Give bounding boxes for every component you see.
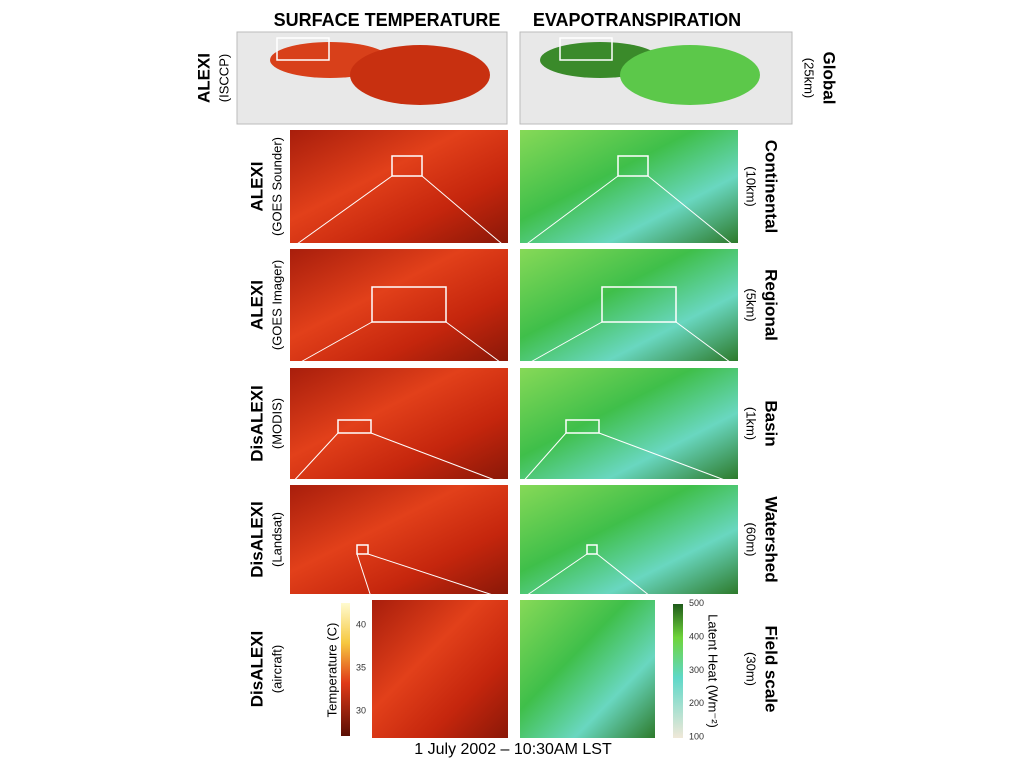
zoom-box <box>337 419 372 434</box>
zoom-line <box>519 553 588 601</box>
image-panel <box>290 368 508 479</box>
row-scale: Watershed <box>762 496 781 582</box>
row-model: ALEXI <box>194 53 213 103</box>
colorbar-tick: 200 <box>689 698 704 708</box>
row-model: DisALEXI <box>247 501 266 578</box>
row-sensor: (GOES Sounder) <box>269 137 284 236</box>
colorbar-tick: 400 <box>689 631 704 641</box>
colorbar-label: Temperature (C) <box>324 623 339 718</box>
colorbar-tick: 30 <box>356 705 366 715</box>
image-panel <box>520 368 738 479</box>
row-resolution: (5km) <box>744 288 759 321</box>
zoom-line <box>675 321 739 369</box>
row-sensor: (ISCCP) <box>216 54 231 102</box>
colorbar-tick: 35 <box>356 662 366 672</box>
zoom-box <box>617 155 649 177</box>
zoom-box <box>371 286 447 323</box>
zoom-box <box>586 544 598 555</box>
zoom-line <box>421 175 509 250</box>
zoom-line <box>289 321 373 369</box>
zoom-line <box>647 175 739 250</box>
map-land <box>620 45 760 105</box>
colorbar-tick: 300 <box>689 665 704 675</box>
row-model: ALEXI <box>247 280 266 330</box>
row-sensor: (Landsat) <box>269 512 284 567</box>
row-scale: Regional <box>762 269 781 341</box>
row-model: DisALEXI <box>247 385 266 462</box>
zoom-line <box>356 553 373 601</box>
row-scale: Field scale <box>762 626 781 713</box>
zoom-box <box>356 544 369 555</box>
row-resolution: (30m) <box>744 652 759 686</box>
colorbar-label: Latent Heat (Wm⁻²) <box>706 614 721 728</box>
zoom-line <box>598 432 739 486</box>
image-panel <box>372 600 508 738</box>
zoom-line <box>370 432 509 486</box>
colorbar-tick: 40 <box>356 619 366 629</box>
zoom-box <box>391 155 423 177</box>
zoom-line <box>367 553 509 601</box>
row-model: ALEXI <box>247 161 266 211</box>
row-sensor: (MODIS) <box>269 398 284 449</box>
colorbar-tick: 500 <box>689 598 704 608</box>
image-panel <box>520 600 655 738</box>
row-model: DisALEXI <box>247 631 266 708</box>
image-panel <box>520 485 738 594</box>
image-panel <box>520 130 738 243</box>
zoom-line <box>289 432 339 486</box>
zoom-line <box>289 175 393 250</box>
colorbar <box>341 603 350 736</box>
zoom-line <box>596 553 656 601</box>
image-panel <box>290 130 508 243</box>
zoom-line <box>519 175 619 250</box>
zoom-box <box>276 37 330 61</box>
colorbar <box>673 604 683 738</box>
colorbar-tick: 100 <box>689 731 704 741</box>
column-header: EVAPOTRANSPIRATION <box>533 10 741 30</box>
row-sensor: (aircraft) <box>269 645 284 693</box>
column-header: SURFACE TEMPERATURE <box>274 10 501 30</box>
zoom-box <box>565 419 600 434</box>
image-panel <box>520 249 738 361</box>
row-scale: Continental <box>762 140 781 234</box>
zoom-line <box>519 321 603 369</box>
row-scale: Basin <box>762 400 781 446</box>
row-resolution: (10km) <box>744 166 759 206</box>
zoom-box <box>559 37 613 61</box>
map-land <box>350 45 490 105</box>
zoom-line <box>519 432 567 486</box>
row-resolution: (25km) <box>802 58 817 98</box>
row-scale: Global <box>820 52 839 105</box>
image-panel <box>290 485 508 594</box>
row-resolution: (60m) <box>744 523 759 557</box>
image-panel <box>290 249 508 361</box>
row-sensor: (GOES Imager) <box>269 260 284 350</box>
zoom-box <box>601 286 677 323</box>
zoom-line <box>445 321 509 369</box>
row-resolution: (1km) <box>744 407 759 440</box>
caption: 1 July 2002 – 10:30AM LST <box>414 741 612 758</box>
